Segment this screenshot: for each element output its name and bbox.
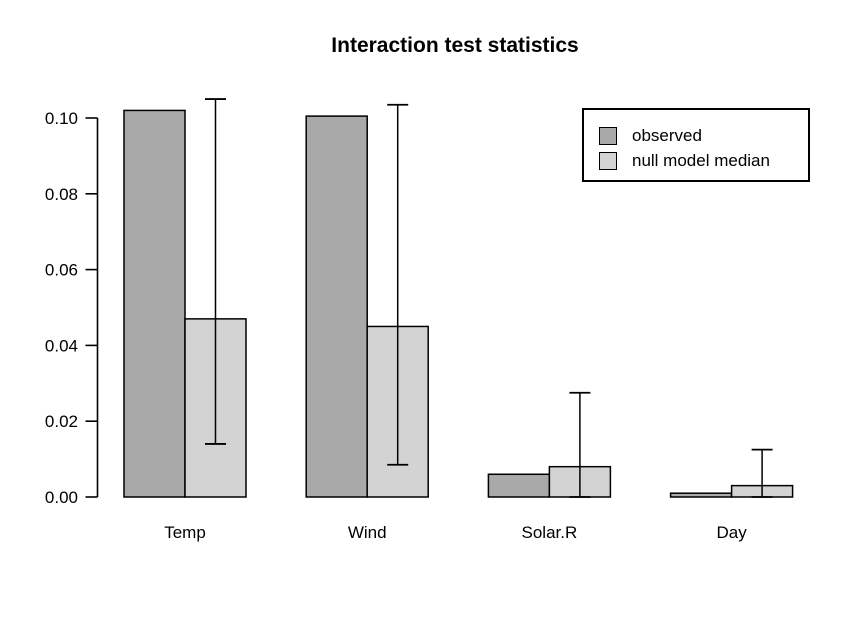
legend-label-observed: observed [632, 125, 702, 145]
legend-swatch-null-model-median [599, 151, 617, 170]
y-tick-label: 0.08 [45, 185, 78, 204]
legend-box: observed null model median [582, 108, 810, 182]
y-tick-label: 0.00 [45, 488, 78, 507]
chart-title: Interaction test statistics [331, 34, 579, 57]
x-category-label-wind: Wind [348, 523, 387, 542]
legend-entry-observed: observed [599, 123, 808, 148]
bar-observed-wind [305, 115, 368, 498]
error-bar-wind [387, 103, 409, 466]
x-category-label-temp: Temp [164, 523, 206, 542]
x-category-label-day: Day [716, 523, 747, 542]
bar-observed-solar-r [487, 473, 551, 498]
y-tick-label: 0.06 [45, 261, 78, 280]
legend-swatch-observed [599, 126, 617, 145]
bar-observed-day [669, 492, 733, 498]
y-tick-label: 0.02 [45, 412, 78, 431]
y-tick-label: 0.10 [45, 109, 78, 128]
y-tick-label: 0.04 [45, 336, 78, 355]
legend-label-null-model-median: null model median [632, 150, 770, 170]
legend-entry-null-model-median: null model median [599, 148, 808, 173]
error-bar-temp [205, 98, 226, 445]
error-bar-solar-r [569, 391, 591, 498]
x-category-label-solar-r: Solar.R [522, 523, 578, 542]
error-bar-day [751, 448, 773, 498]
bar-observed-temp [123, 109, 186, 498]
